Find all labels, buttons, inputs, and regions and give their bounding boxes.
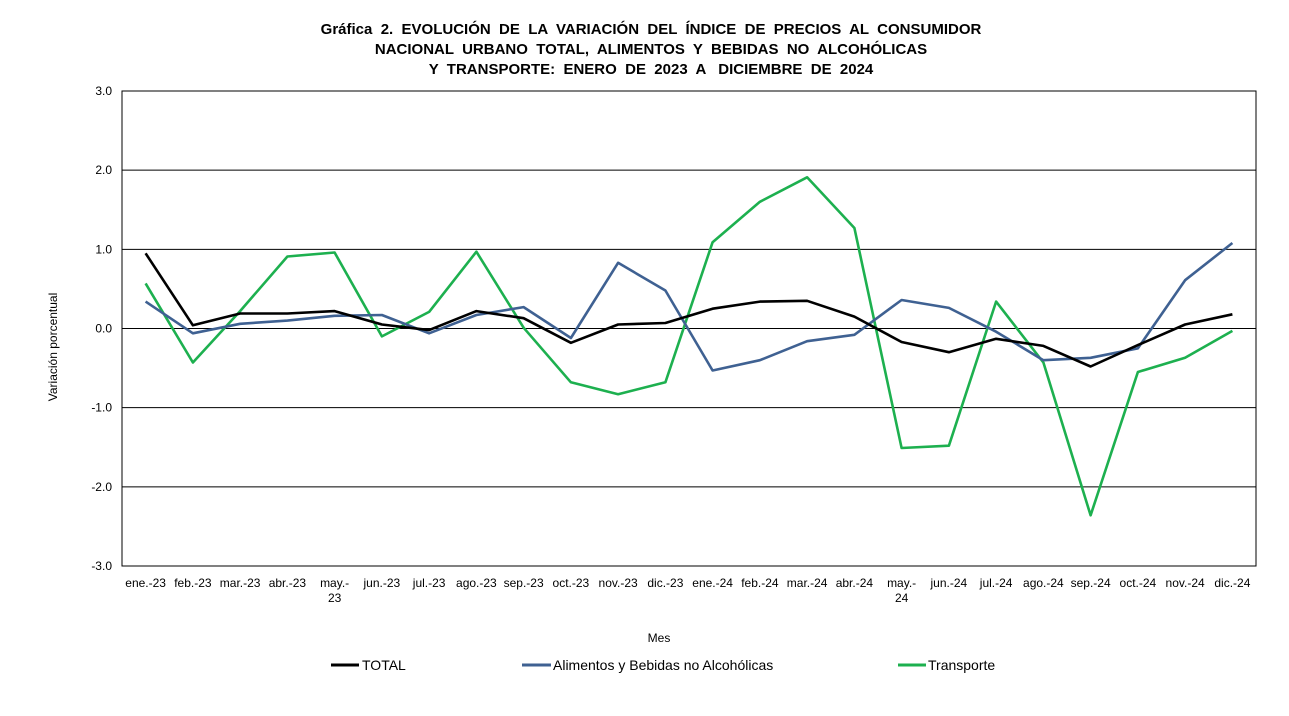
chart-title-line-2: NACIONAL URBANO TOTAL, ALIMENTOS Y BEBID… [374, 41, 928, 58]
x-tick-label: jul.-23 [412, 576, 446, 590]
series-line-transporte [144, 176, 1234, 517]
chart-title: Gráfica 2. EVOLUCIÓN DE LA VARIACIÓN DEL… [0, 20, 1289, 80]
x-tick-label: nov.-24 [1166, 576, 1205, 590]
x-tick-label: nov.-23 [599, 576, 638, 590]
series-line-total [144, 252, 1233, 368]
x-axis-label: Mes [648, 631, 671, 645]
legend: TOTAL Alimentos y Bebidas no Alcohólicas T… [331, 657, 995, 673]
x-tick-label: sep.-23 [504, 576, 544, 590]
x-tick-label: oct.-24 [1120, 576, 1157, 590]
x-tick-label: may.-23 [320, 576, 349, 605]
x-tick-label: mar.-24 [787, 576, 828, 590]
series-line-alimentos-y-bebidas-no-alcoh-licas [144, 241, 1234, 372]
y-axis-label: Variación porcentual [46, 293, 60, 402]
legend-label: Alimentos y Bebidas no Alcohólicas [553, 657, 773, 673]
y-tick-label: 1.0 [95, 242, 112, 256]
x-tick-label: dic.-23 [647, 576, 683, 590]
x-tick-label: may.-24 [887, 576, 916, 605]
x-tick-label: abr.-24 [836, 576, 874, 590]
x-tick-label: ago.-23 [456, 576, 497, 590]
x-tick-label: sep.-24 [1071, 576, 1111, 590]
x-tick-label: jul.-24 [979, 576, 1013, 590]
plot-area-border [121, 90, 1257, 567]
y-tick-label: -2.0 [91, 480, 112, 494]
x-tick-label: mar.-23 [220, 576, 261, 590]
legend-label: Transporte [928, 657, 995, 673]
y-axis-ticks: 3.0 2.0 1.0 0.0 -1.0 -2.0 -3.0 [91, 84, 112, 573]
y-tick-label: 0.0 [95, 322, 112, 336]
chart-title-line-3: Y TRANSPORTE: ENERO DE 2023 A DICIEMBRE … [428, 61, 874, 78]
legend-label: TOTAL [362, 657, 406, 673]
x-tick-label: dic.-24 [1214, 576, 1250, 590]
x-axis-ticks: ene.-23 feb.-23 mar.-23 abr.-23 may.-23 jun.-… [125, 576, 1250, 605]
y-tick-label: 3.0 [95, 84, 112, 98]
x-tick-label: jun.-23 [363, 576, 401, 590]
y-tick-label: -3.0 [91, 559, 112, 573]
x-tick-label: ene.-23 [125, 576, 166, 590]
y-tick-label: -1.0 [91, 401, 112, 415]
y-tick-label: 2.0 [95, 163, 112, 177]
x-tick-label: feb.-24 [741, 576, 779, 590]
x-tick-label: feb.-23 [174, 576, 212, 590]
series-lines [144, 176, 1234, 517]
x-tick-label: ago.-24 [1023, 576, 1064, 590]
chart-title-line-1: Gráfica 2. EVOLUCIÓN DE LA VARIACIÓN DEL… [320, 21, 982, 38]
x-tick-label: jun.-24 [930, 576, 968, 590]
x-tick-label: oct.-23 [553, 576, 590, 590]
x-tick-label: ene.-24 [692, 576, 733, 590]
x-tick-label: abr.-23 [269, 576, 307, 590]
